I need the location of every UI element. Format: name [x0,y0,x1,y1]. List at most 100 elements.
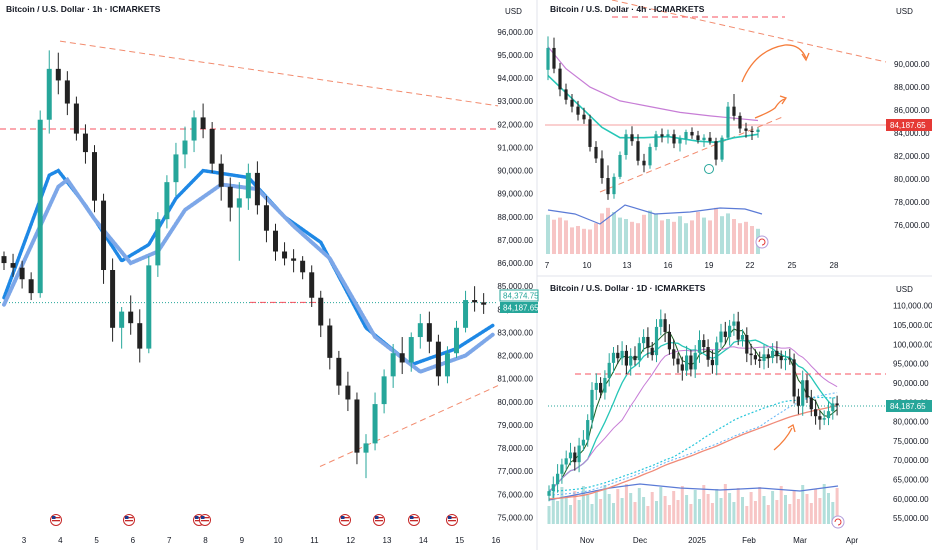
panel-1d-candle [740,335,745,340]
panel-1d-volume-bar [814,489,818,524]
panel-1h-candle [254,172,260,206]
panel-1d-candle [749,353,753,356]
us-flag-icon [373,514,385,526]
panel-1d-candle [568,452,573,459]
panel-1d-volume-bar [732,502,736,524]
panel-1d-candle [835,403,839,406]
panel-4h-volume-bar [630,221,634,254]
panel-4h-candle [654,134,658,147]
panel-1d-y-tick: 110,000.00 [893,302,932,311]
panel-1h-candle [363,443,369,453]
panel-1d-volume-bar [741,497,744,524]
panel-1d-candle [771,350,775,358]
panel-1d-volume-bar [556,501,560,524]
panel-4h-candle [648,146,652,166]
panel-1d-candle [801,380,805,406]
panel-1h-candle [164,182,170,220]
panel-1d-candle [788,358,792,360]
panel-1d-candle [762,354,766,361]
panel-1h-candle [200,117,206,129]
panel-4h-volume-bar [546,214,550,254]
panel-1d-candle [715,342,719,366]
panel-1h-y-tick: 89,000.00 [497,190,533,199]
panel-1d-volume-bar [594,490,598,524]
panel-1h-candle [245,172,251,199]
panel-4h-replay-glyph [758,238,766,246]
panel-1d-volume-bar [706,494,710,524]
panel-1h-y-tick: 76,000.00 [497,490,533,499]
panel-1d-volume-bar [698,499,701,524]
panel-4h[interactable]: 90,000.00 88,000.00 86,000.00 84,000.00 82,0… [545,0,932,270]
panel-1d-volume-bar [784,495,787,524]
panel-4h-candle [558,68,562,90]
us-flag-icon [339,514,351,526]
panel-1d-candle [633,355,637,361]
panel-4h-candle [588,119,592,147]
panel-1d-candle [642,336,646,344]
panel-1h-candle [101,200,107,270]
panel-4h-candle [672,134,676,144]
panel-1d-candle [620,350,624,359]
panel-1d-candle [672,349,676,359]
panel-1h-candle [236,198,242,208]
panel-4h-candle [702,137,706,141]
panel-1d-candle [758,359,762,361]
panel-1d-projection-arrow [773,427,793,451]
panel-1d-title: Bitcoin / U.S. Dollar · 1D · ICMARKETS [550,283,706,293]
panel-1d-projection-arrowhead [787,424,796,433]
panel-1d-volume-bar [788,504,792,524]
panel-1d-candle [680,364,684,371]
panel-4h-candle [594,146,598,159]
panel-1d-candle [590,389,594,421]
panel-1d-candle [637,343,641,361]
panel-1d-x-tick: Dec [633,536,647,545]
panel-1h-candle [426,323,432,342]
panel-4h-y-tick: 78,000.00 [894,198,930,207]
panel-1d-volume-bar [702,485,706,524]
panel-1h-candle [110,270,116,328]
panel-1d-candle [599,382,603,393]
panel-1h-candle [408,337,414,363]
us-flag-icon [199,514,211,526]
panel-1h-candle [173,154,179,183]
panel-1h-candle [55,68,61,81]
svg-text:84,374.75: 84,374.75 [503,292,539,301]
panel-1d-y-tick: 75,000.00 [893,437,929,446]
panel-1d-volume-bar [599,499,603,524]
panel-1d-y-tick: 90,000.00 [893,379,929,388]
panel-1d-x-tick: Mar [793,536,807,545]
ascending-trendline [319,385,499,467]
panel-4h-currency: USD [896,7,913,16]
panel-1d-candle [624,350,628,366]
panel-4h-volume-bar [642,214,646,254]
panel-1h-y-tick: 75,000.00 [497,513,533,522]
us-flag-icon [123,514,135,526]
panel-1h-candle [146,265,152,349]
panel-1d-y-tick: 105,000.00 [893,321,932,330]
panel-4h-candle [600,158,604,179]
panel-4h-volume-bar [708,220,712,254]
panel-4h-volume-bar [576,226,580,254]
panel-1d-candle [594,382,598,390]
panel-1d-volume-bar [685,495,689,524]
panel-1h-candle [390,353,396,377]
panel-1h-candle [191,117,197,141]
panel-1d-y-tick: 60,000.00 [893,495,929,504]
panel-1d-candle [547,491,551,496]
panel-4h-y-tick: 84,000.00 [894,129,930,138]
panel-1d-candle [766,354,770,358]
panel-1h-y-tick: 93,000.00 [497,97,533,106]
panel-1d[interactable]: 110,000.00 105,000.00 100,000.00 95,000.00 9… [547,283,932,545]
panel-4h-volume-bar [672,221,676,254]
panel-1h-candle [345,385,351,400]
panel-1h[interactable]: 96,000.00 95,000.00 94,000.00 93,000.00 92,0… [0,4,539,545]
panel-1h-candle [19,267,25,280]
panel-1d-ma-dotted-blue [548,392,838,496]
panel-1d-candle [551,484,555,492]
panel-1d-volume-bar [689,504,693,524]
panel-1d-candle [822,418,826,420]
us-flag-icon [446,514,458,526]
panel-4h-volume-bar [702,217,706,254]
panel-1d-volume-bar [827,493,830,524]
us-flag-icon [408,514,420,526]
